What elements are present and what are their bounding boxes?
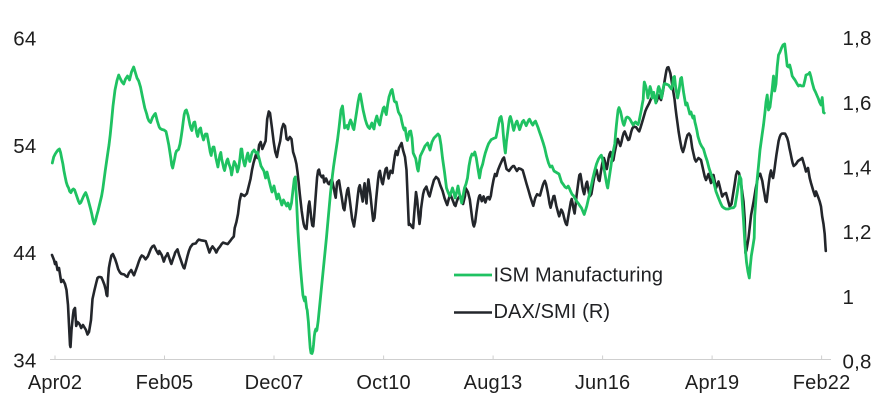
svg-text:Dec07: Dec07 — [245, 372, 304, 394]
svg-text:DAX/SMI (R): DAX/SMI (R) — [494, 301, 611, 323]
svg-text:1,4: 1,4 — [843, 157, 872, 180]
svg-text:Apr19: Apr19 — [685, 372, 739, 394]
svg-text:64: 64 — [13, 28, 36, 51]
svg-text:Feb05: Feb05 — [136, 372, 194, 394]
svg-text:44: 44 — [13, 242, 36, 265]
svg-text:34: 34 — [13, 350, 36, 373]
svg-text:Aug13: Aug13 — [464, 372, 523, 394]
svg-text:ISM Manufacturing: ISM Manufacturing — [494, 264, 664, 286]
svg-text:1: 1 — [843, 286, 855, 309]
svg-text:Apr02: Apr02 — [28, 372, 82, 394]
svg-text:Jun16: Jun16 — [575, 372, 631, 394]
svg-text:Oct10: Oct10 — [356, 372, 410, 394]
svg-text:1,2: 1,2 — [843, 221, 872, 244]
svg-text:1,8: 1,8 — [843, 27, 872, 50]
svg-text:0,8: 0,8 — [843, 350, 872, 373]
svg-text:1,6: 1,6 — [843, 92, 872, 115]
svg-text:Feb22: Feb22 — [793, 372, 851, 394]
svg-text:54: 54 — [13, 135, 36, 158]
